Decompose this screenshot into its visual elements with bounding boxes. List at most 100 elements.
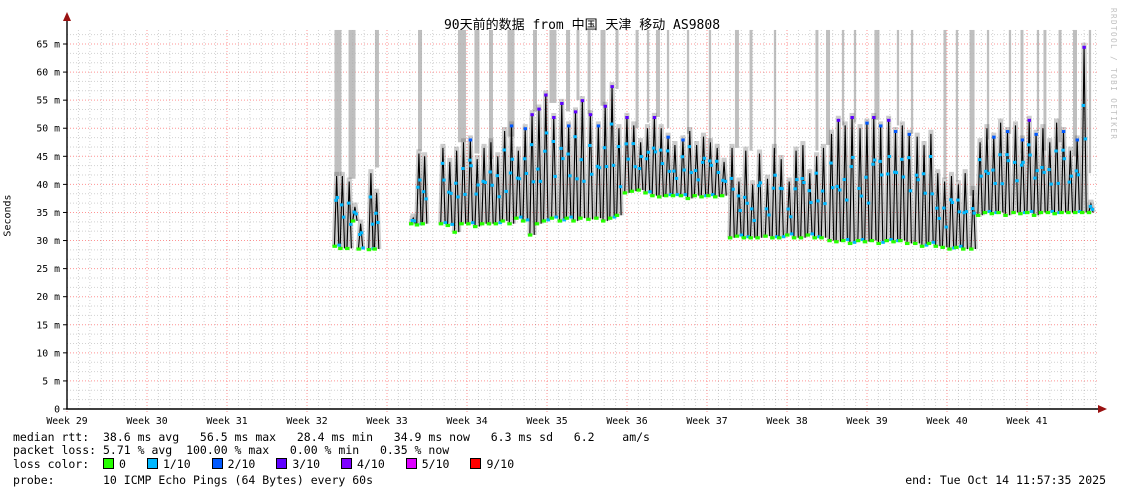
dot-loss-1of10 [522,157,527,161]
dot-loss-2of10 [907,132,911,136]
median-path [736,181,742,237]
legend-swatch-3of10 [276,457,288,469]
dot-no-loss [919,244,925,248]
y-tick-label: 35 m [36,208,60,219]
dot-loss-1of10 [986,171,990,175]
dot-loss-1of10 [935,206,939,210]
median-path [729,147,735,238]
dot-no-loss [741,236,747,240]
x-tick-label: Week 40 [926,416,967,427]
dot-loss-1of10 [716,171,721,175]
dot-no-loss [1073,210,1078,215]
loss-bar [686,29,690,134]
median-path [631,125,637,192]
dot-loss-1of10 [674,176,679,180]
dot-loss-1of10 [817,235,821,239]
y-tick-label: 55 m [36,96,60,107]
x-tick-label: Week 30 [126,416,167,427]
loss-bar [1020,29,1024,154]
loss-bar [815,29,819,151]
dot-no-loss [1038,210,1044,215]
dot-no-loss [876,241,881,246]
x-tick-label: Week 38 [766,416,807,427]
median-path [800,145,806,238]
dot-loss-1of10 [950,201,955,205]
dot-loss-1of10 [1021,160,1025,164]
median-path [962,173,968,249]
median-path [935,173,941,247]
dot-loss-1of10 [809,201,813,205]
dot-no-loss [926,241,932,246]
dot-loss-1of10 [962,211,966,215]
dot-loss-3of10 [580,99,585,103]
dot-loss-1of10 [490,183,494,187]
loss-bar [1036,29,1040,132]
dot-loss-1of10 [977,158,982,162]
probe-label: probe: [13,473,55,488]
dot-loss-1of10 [771,186,776,190]
median-path [955,184,962,248]
dot-loss-1of10 [923,191,927,195]
legend-swatch-5of10 [405,457,417,469]
dot-loss-3of10 [588,113,593,117]
median-path [813,156,820,238]
dot-loss-1of10 [729,176,734,180]
dot-loss-1of10 [721,178,725,182]
dot-loss-1of10 [1056,181,1060,185]
median-path [743,150,749,238]
dot-no-loss [770,236,775,240]
dot-loss-1of10 [1023,211,1027,215]
median-path [857,128,863,241]
dot-loss-3of10 [625,116,629,119]
dot-no-loss [933,244,939,248]
dot-loss-1of10 [476,183,480,187]
legend-swatch-1of10 [146,457,158,469]
dot-loss-1of10 [889,238,893,242]
dot-loss-1of10 [337,243,341,247]
dot-no-loss [420,222,425,226]
dot-no-loss [466,222,471,226]
dot-no-loss [338,246,343,251]
dot-loss-1of10 [361,246,365,250]
dot-no-loss [414,223,420,227]
dot-loss-1of10 [800,177,804,181]
dot-no-loss [366,248,372,252]
dot-loss-1of10 [543,149,547,153]
dot-no-loss [1031,213,1037,217]
dot-loss-1of10 [984,169,988,173]
dot-loss-1of10 [354,212,358,216]
dot-loss-1of10 [1000,182,1004,186]
median-path [941,181,948,248]
dot-no-loss [1045,210,1051,215]
dot-no-loss [1052,212,1057,216]
loss-bar [666,29,670,129]
dot-loss-1of10 [993,181,997,185]
median-path [1067,150,1074,213]
median-path [828,133,835,241]
dot-loss-1of10 [780,187,784,191]
loss-bar [1088,29,1092,174]
dot-loss-1of10 [334,198,338,202]
dot-loss-1of10 [442,178,446,182]
dot-loss-2of10 [1075,138,1079,142]
legend-swatch-4of10 [341,457,353,469]
y-axis-arrow-icon [63,12,71,21]
dot-loss-1of10 [872,158,877,162]
dot-no-loss [541,219,547,223]
dot-no-loss [827,239,832,243]
dot-loss-1of10 [626,157,630,161]
dot-loss-1of10 [683,193,688,197]
dot-loss-1of10 [454,181,458,185]
dot-no-loss [1066,210,1071,215]
median-path [421,156,428,224]
y-tick-label: 50 m [36,124,60,135]
dot-loss-3of10 [610,85,614,89]
dot-loss-1of10 [1049,182,1053,186]
dot-loss-1of10 [816,199,820,203]
dot-loss-1of10 [573,135,577,139]
dot-loss-1of10 [693,169,698,173]
dot-loss-1of10 [519,215,523,219]
median-path [756,153,763,238]
dot-no-loss [734,234,740,238]
